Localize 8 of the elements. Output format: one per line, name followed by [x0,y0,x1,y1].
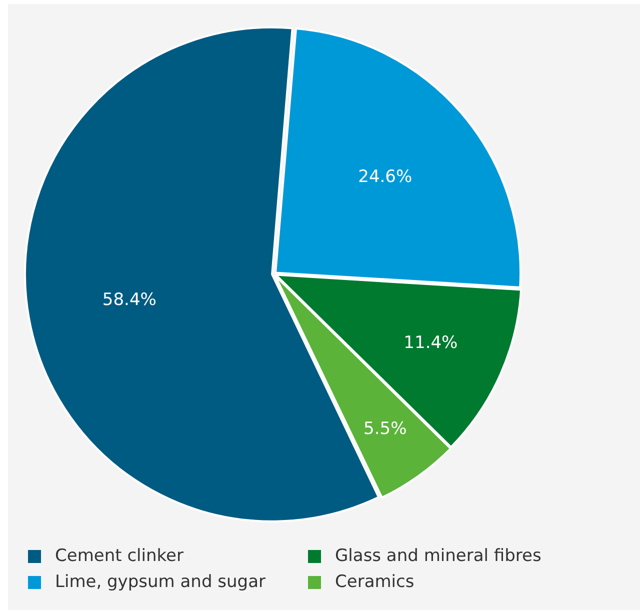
data-label: 11.4% [404,333,458,354]
data-label: 24.6% [358,167,412,188]
legend-label: Lime, gypsum and sugar [55,572,266,592]
data-label: 5.5% [364,418,407,439]
legend-label: Cement clinker [55,546,184,566]
data-label: 58.4% [102,290,156,310]
legend-label: Glass and mineral fibres [335,546,542,566]
legend-label: Ceramics [335,572,414,592]
